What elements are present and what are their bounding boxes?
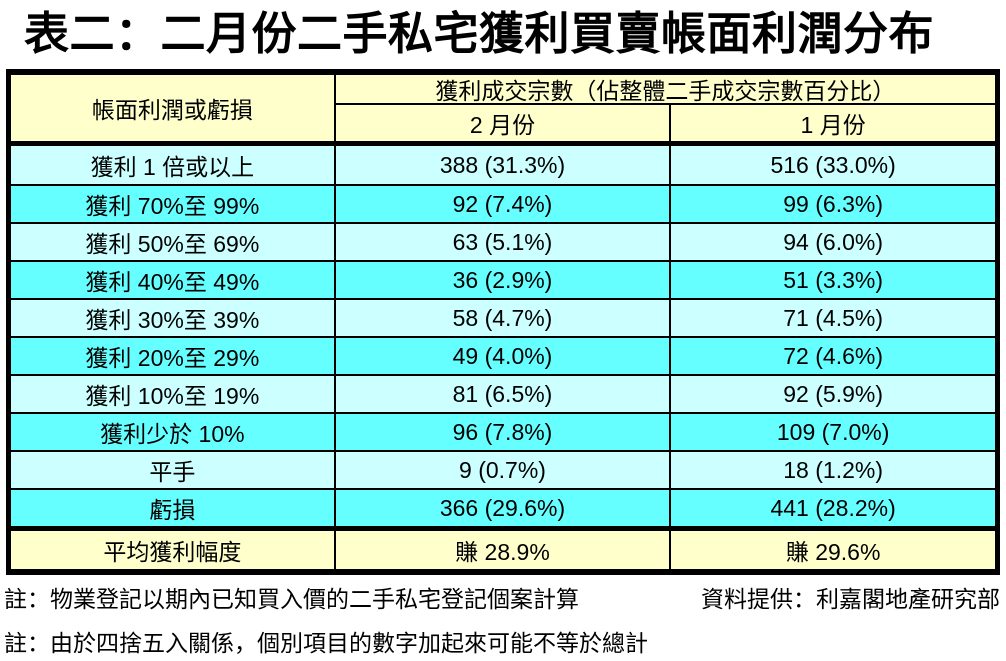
row-feb-value: 36 (2.9%): [336, 262, 672, 299]
table-row: 獲利 40%至 49% 36 (2.9%) 51 (3.3%): [11, 260, 995, 299]
footnote-rounding: 註：由於四捨五入關係，個別項目的數字加起來可能不等於總計: [4, 630, 648, 657]
table-row: 獲利 1 倍或以上 388 (31.3%) 516 (33.0%): [11, 146, 995, 185]
table-row: 平手 9 (0.7%) 18 (1.2%): [11, 450, 995, 489]
row-label: 獲利 10%至 19%: [11, 376, 336, 413]
row-label: 獲利 1 倍或以上: [11, 146, 336, 185]
summary-jan-value: 賺 29.6%: [785, 539, 881, 566]
row-feb-value: 63 (5.1%): [336, 224, 672, 261]
summary-feb-value: 賺 28.9%: [336, 531, 672, 570]
row-feb-value: 92 (7.4%): [336, 186, 672, 223]
table-row: 獲利 20%至 29% 49 (4.0%) 72 (4.6%): [11, 336, 995, 375]
row-feb-value: 388 (31.3%): [336, 146, 672, 185]
row-label: 獲利少於 10%: [11, 414, 336, 451]
row-feb-value: 81 (6.5%): [336, 376, 672, 413]
profit-distribution-table: 帳面利潤或虧損 獲利成交宗數（佔整體二手成交宗數百分比） 2 月份 1 月份 獲…: [6, 69, 1000, 576]
row-feb-value: 366 (29.6%): [336, 490, 672, 527]
summary-label: 平均獲利幅度: [11, 531, 336, 570]
table-row: 獲利 30%至 39% 58 (4.7%) 71 (4.5%): [11, 298, 995, 337]
row-jan-value: 51 (3.3%): [783, 266, 883, 293]
header-group-label: 獲利成交宗數（佔整體二手成交宗數百分比）: [335, 75, 995, 106]
row-jan-value: 18 (1.2%): [783, 456, 883, 483]
row-label: 獲利 20%至 29%: [11, 338, 336, 375]
row-jan-value: 109 (7.0%): [776, 418, 890, 445]
table-body: 獲利 1 倍或以上 388 (31.3%) 516 (33.0%) 獲利 70%…: [11, 146, 995, 527]
summary-row: 平均獲利幅度 賺 28.9% 賺 29.6%: [11, 526, 995, 570]
row-label: 平手: [11, 452, 336, 489]
row-jan-value: 72 (4.6%): [783, 342, 883, 369]
row-jan-value: 441 (28.2%): [770, 494, 896, 521]
row-label: 獲利 50%至 69%: [11, 224, 336, 261]
row-label: 虧損: [11, 490, 336, 527]
row-label: 獲利 40%至 49%: [11, 262, 336, 299]
row-jan-value: 516 (33.0%): [770, 151, 896, 178]
row-label: 獲利 30%至 39%: [11, 300, 336, 337]
table-row: 獲利少於 10% 96 (7.8%) 109 (7.0%): [11, 412, 995, 451]
footnotes: 註：物業登記以期內已知買入價的二手私宅登記個案計算 資料提供：利嘉閣地產研究部 …: [4, 580, 1000, 658]
table-row: 獲利 10%至 19% 81 (6.5%) 92 (5.9%): [11, 374, 995, 413]
header-col-february: 2 月份: [336, 105, 672, 142]
footnote-calculation: 註：物業登記以期內已知買入價的二手私宅登記個案計算: [4, 586, 579, 613]
row-jan-value: 94 (6.0%): [783, 228, 883, 255]
header-col-january: 1 月份: [800, 112, 866, 139]
row-feb-value: 96 (7.8%): [336, 414, 672, 451]
table-header: 帳面利潤或虧損 獲利成交宗數（佔整體二手成交宗數百分比） 2 月份 1 月份: [11, 75, 995, 147]
row-feb-value: 9 (0.7%): [336, 452, 672, 489]
data-source-credit: 資料提供：利嘉閣地產研究部: [701, 586, 1000, 613]
row-feb-value: 58 (4.7%): [336, 300, 672, 337]
row-feb-value: 49 (4.0%): [336, 338, 672, 375]
row-jan-value: 71 (4.5%): [783, 304, 883, 331]
table-row: 獲利 70%至 99% 92 (7.4%) 99 (6.3%): [11, 184, 995, 223]
row-jan-value: 99 (6.3%): [783, 190, 883, 217]
page-title: 表二：二月份二手私宅獲利買賣帳面利潤分布: [24, 8, 935, 59]
table-row: 獲利 50%至 69% 63 (5.1%) 94 (6.0%): [11, 222, 995, 261]
row-label: 獲利 70%至 99%: [11, 186, 336, 223]
table-row: 虧損 366 (29.6%) 441 (28.2%): [11, 488, 995, 527]
row-jan-value: 92 (5.9%): [783, 380, 883, 407]
header-row-head: 帳面利潤或虧損: [11, 75, 336, 142]
